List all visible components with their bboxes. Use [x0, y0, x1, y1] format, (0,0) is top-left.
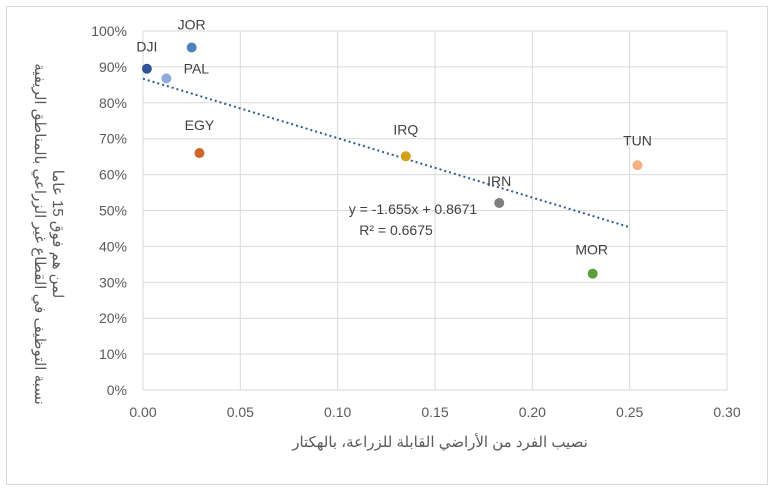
chart-frame: [6, 6, 768, 485]
x-tick-label: 0.10: [324, 404, 351, 420]
y-tick-label: 90%: [99, 59, 127, 75]
point-label-egy: EGY: [185, 117, 215, 133]
data-point-irn: [494, 197, 505, 208]
trendline-equation: y = -1.655x + 0.8671: [349, 201, 478, 217]
y-tick-label: 100%: [91, 23, 127, 39]
y-tick-label: 0%: [107, 382, 127, 398]
point-label-mor: MOR: [575, 242, 608, 258]
y-axis-title-line1: نسبة التوظيف في القطاع غير الزراعي بالمن…: [31, 63, 48, 405]
y-tick-label: 70%: [99, 131, 127, 147]
y-tick-label: 60%: [99, 167, 127, 183]
point-label-jor: JOR: [178, 17, 206, 33]
x-tick-label: 0.25: [616, 404, 643, 420]
y-axis-title: نسبة التوظيف في القطاع غير الزراعي بالمن…: [31, 63, 66, 405]
y-tick-labels: 0% 10% 20% 30% 40% 50% 60% 70% 80% 90% 100%: [91, 23, 127, 398]
y-tick-label: 50%: [99, 203, 127, 219]
x-tick-labels: 0.00 0.05 0.10 0.15 0.20 0.25 0.30: [129, 404, 740, 420]
point-label-pal: PAL: [184, 60, 210, 76]
trendline-r2: R² = 0.6675: [359, 222, 433, 238]
point-label-irn: IRN: [487, 173, 511, 189]
data-point-tun: [632, 160, 643, 171]
data-point-pal: [161, 73, 172, 84]
x-tick-label: 0.20: [519, 404, 546, 420]
data-point-dji: [141, 63, 152, 74]
grid-lines: [142, 30, 728, 391]
x-tick-label: 0.00: [129, 404, 156, 420]
y-tick-label: 10%: [99, 346, 127, 362]
x-axis-title: نصيب الفرد من الأراضي القابلة للزراعة، ب…: [291, 433, 588, 451]
point-label-dji: DJI: [136, 39, 157, 55]
point-label-irq: IRQ: [393, 121, 418, 137]
y-tick-label: 40%: [99, 238, 127, 254]
x-tick-label: 0.15: [421, 404, 448, 420]
y-tick-label: 80%: [99, 95, 127, 111]
point-labels: DJI JOR PAL EGY IRQ IRN TUN MOR: [136, 17, 651, 258]
y-tick-label: 30%: [99, 274, 127, 290]
data-point-mor: [587, 268, 598, 279]
point-label-tun: TUN: [623, 132, 652, 148]
y-tick-label: 20%: [99, 310, 127, 326]
y-axis-title-line2: لمن هم فوق 15 عاما: [49, 170, 66, 299]
data-point-jor: [186, 42, 197, 53]
data-points: [141, 42, 643, 279]
data-point-irq: [400, 151, 411, 162]
x-tick-label: 0.05: [227, 404, 254, 420]
data-point-egy: [194, 148, 205, 159]
x-tick-label: 0.30: [713, 404, 740, 420]
